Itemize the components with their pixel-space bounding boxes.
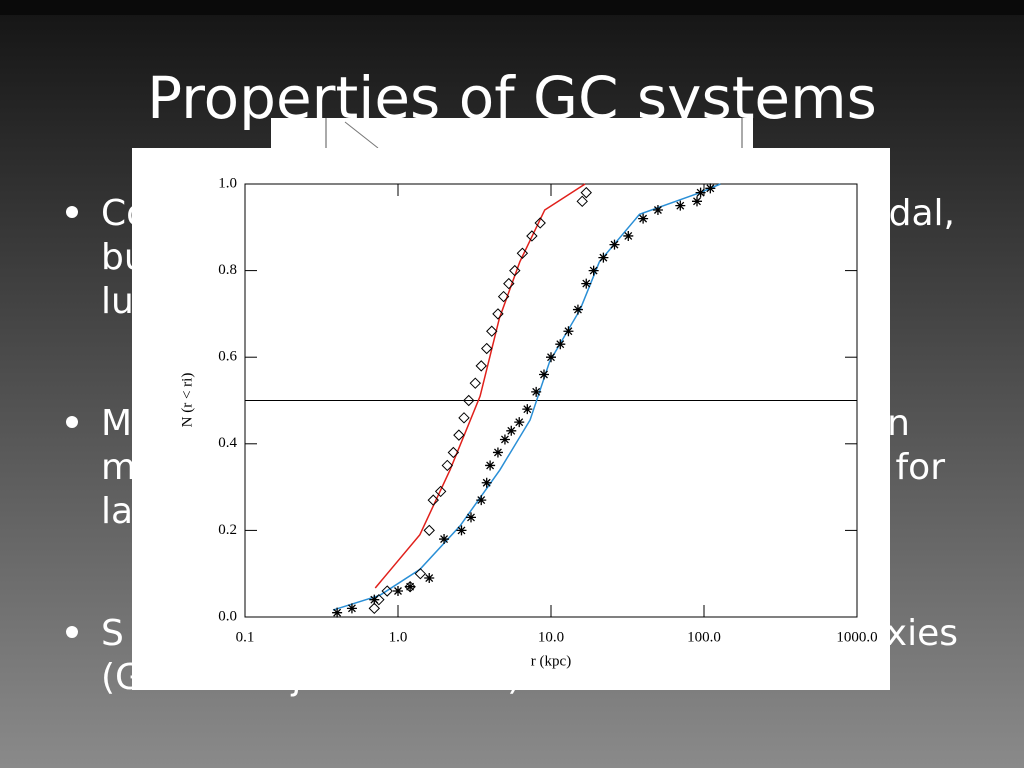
diamond-marker [534, 217, 546, 229]
diamond-marker [480, 342, 493, 355]
diamond-marker [509, 264, 521, 277]
asterisk-marker [439, 534, 450, 545]
asterisk-marker [531, 386, 542, 397]
diamond-marker [475, 360, 487, 372]
diamond-marker [526, 230, 538, 242]
asterisk-marker [555, 339, 566, 350]
diamond-marker [423, 524, 435, 537]
asterisk-marker [405, 581, 416, 592]
asterisk-marker [623, 230, 634, 241]
diamond-marker [427, 494, 439, 506]
diamond-marker [414, 567, 427, 580]
asterisk-marker [572, 304, 583, 315]
asterisk-marker [466, 512, 476, 523]
bullet-text: for [896, 447, 946, 488]
top-bar [0, 0, 1024, 15]
bullet [66, 206, 78, 218]
diamond-marker [368, 602, 381, 615]
asterisk-marker [492, 447, 503, 458]
diamond-marker [492, 308, 504, 320]
asterisk-marker [485, 460, 496, 471]
x-tick-label: 1000.0 [836, 629, 877, 645]
y-tick-label: 0.8 [218, 262, 237, 278]
diamond-marker [469, 377, 481, 389]
bullet-text: xies [886, 613, 958, 654]
bullet [66, 416, 78, 428]
diamond-marker [434, 485, 447, 498]
asterisk-marker [522, 404, 533, 415]
diamond-marker [381, 585, 393, 597]
diamond-marker [503, 277, 515, 290]
asterisk-marker [424, 573, 435, 584]
asterisk-marker [581, 278, 592, 289]
asterisk-marker [695, 187, 706, 198]
y-tick-label: 0.6 [218, 349, 237, 365]
diamond-marker [441, 459, 454, 472]
asterisk-marker [691, 196, 702, 207]
image-line [344, 121, 379, 149]
asterisk-marker [499, 434, 510, 445]
asterisk-marker [514, 417, 525, 428]
asterisk-marker [609, 239, 620, 250]
chart-panel [132, 148, 890, 690]
y-axis-label: N (r < ri) [179, 373, 195, 428]
y-tick-label: 0.4 [218, 435, 237, 451]
asterisk-marker [456, 525, 467, 536]
asterisk-marker [481, 477, 492, 488]
asterisk-marker [598, 252, 609, 263]
bullet-text: M [101, 403, 132, 444]
bullet-text: la [101, 491, 133, 532]
diamond-marker [516, 247, 529, 259]
y-tick-label: 0.2 [218, 522, 237, 538]
asterisk-marker [563, 326, 574, 337]
bullet-text: m [101, 447, 136, 488]
y-tick-label: 1.0 [218, 175, 237, 191]
bullet-text: dal, [889, 193, 955, 234]
bullet-text: S [101, 613, 124, 654]
asterisk-marker [538, 369, 549, 380]
asterisk-marker [705, 183, 716, 194]
diamond-marker [576, 195, 588, 208]
diamond-marker [463, 394, 475, 407]
x-axis-label: r (kpc) [531, 653, 571, 669]
x-tick-label: 100.0 [687, 629, 721, 645]
asterisk-marker [638, 213, 649, 224]
asterisk-marker [588, 265, 599, 276]
diamond-marker [447, 446, 460, 459]
asterisk-marker [675, 200, 686, 211]
background-image [271, 118, 753, 150]
asterisk-marker [393, 586, 403, 597]
asterisk-marker [332, 607, 343, 618]
asterisk-marker [476, 495, 487, 506]
bullet-text: lu [101, 281, 134, 322]
asterisk-marker [346, 603, 357, 614]
diamond-marker [458, 412, 470, 424]
x-tick-label: 10.0 [538, 629, 564, 645]
y-tick-label: 0.0 [218, 608, 237, 624]
x-tick-label: 1.0 [389, 629, 408, 645]
bullet-text: n [887, 403, 910, 444]
asterisk-marker [506, 425, 517, 436]
series-line [332, 183, 721, 611]
image-panel [271, 118, 753, 150]
diamond-marker [580, 186, 592, 199]
diamond-marker [497, 290, 510, 303]
asterisk-marker [369, 594, 380, 605]
x-tick-label: 0.1 [236, 629, 255, 645]
diamond-marker [486, 325, 498, 337]
chart: r (kpc) N (r < ri) 0.0 0.2 0.4 0.6 0.8 1.0 0.1… [132, 148, 890, 690]
diamond-marker [453, 429, 465, 441]
bullet [66, 626, 78, 638]
asterisk-marker [546, 352, 556, 363]
asterisk-marker [652, 204, 663, 215]
